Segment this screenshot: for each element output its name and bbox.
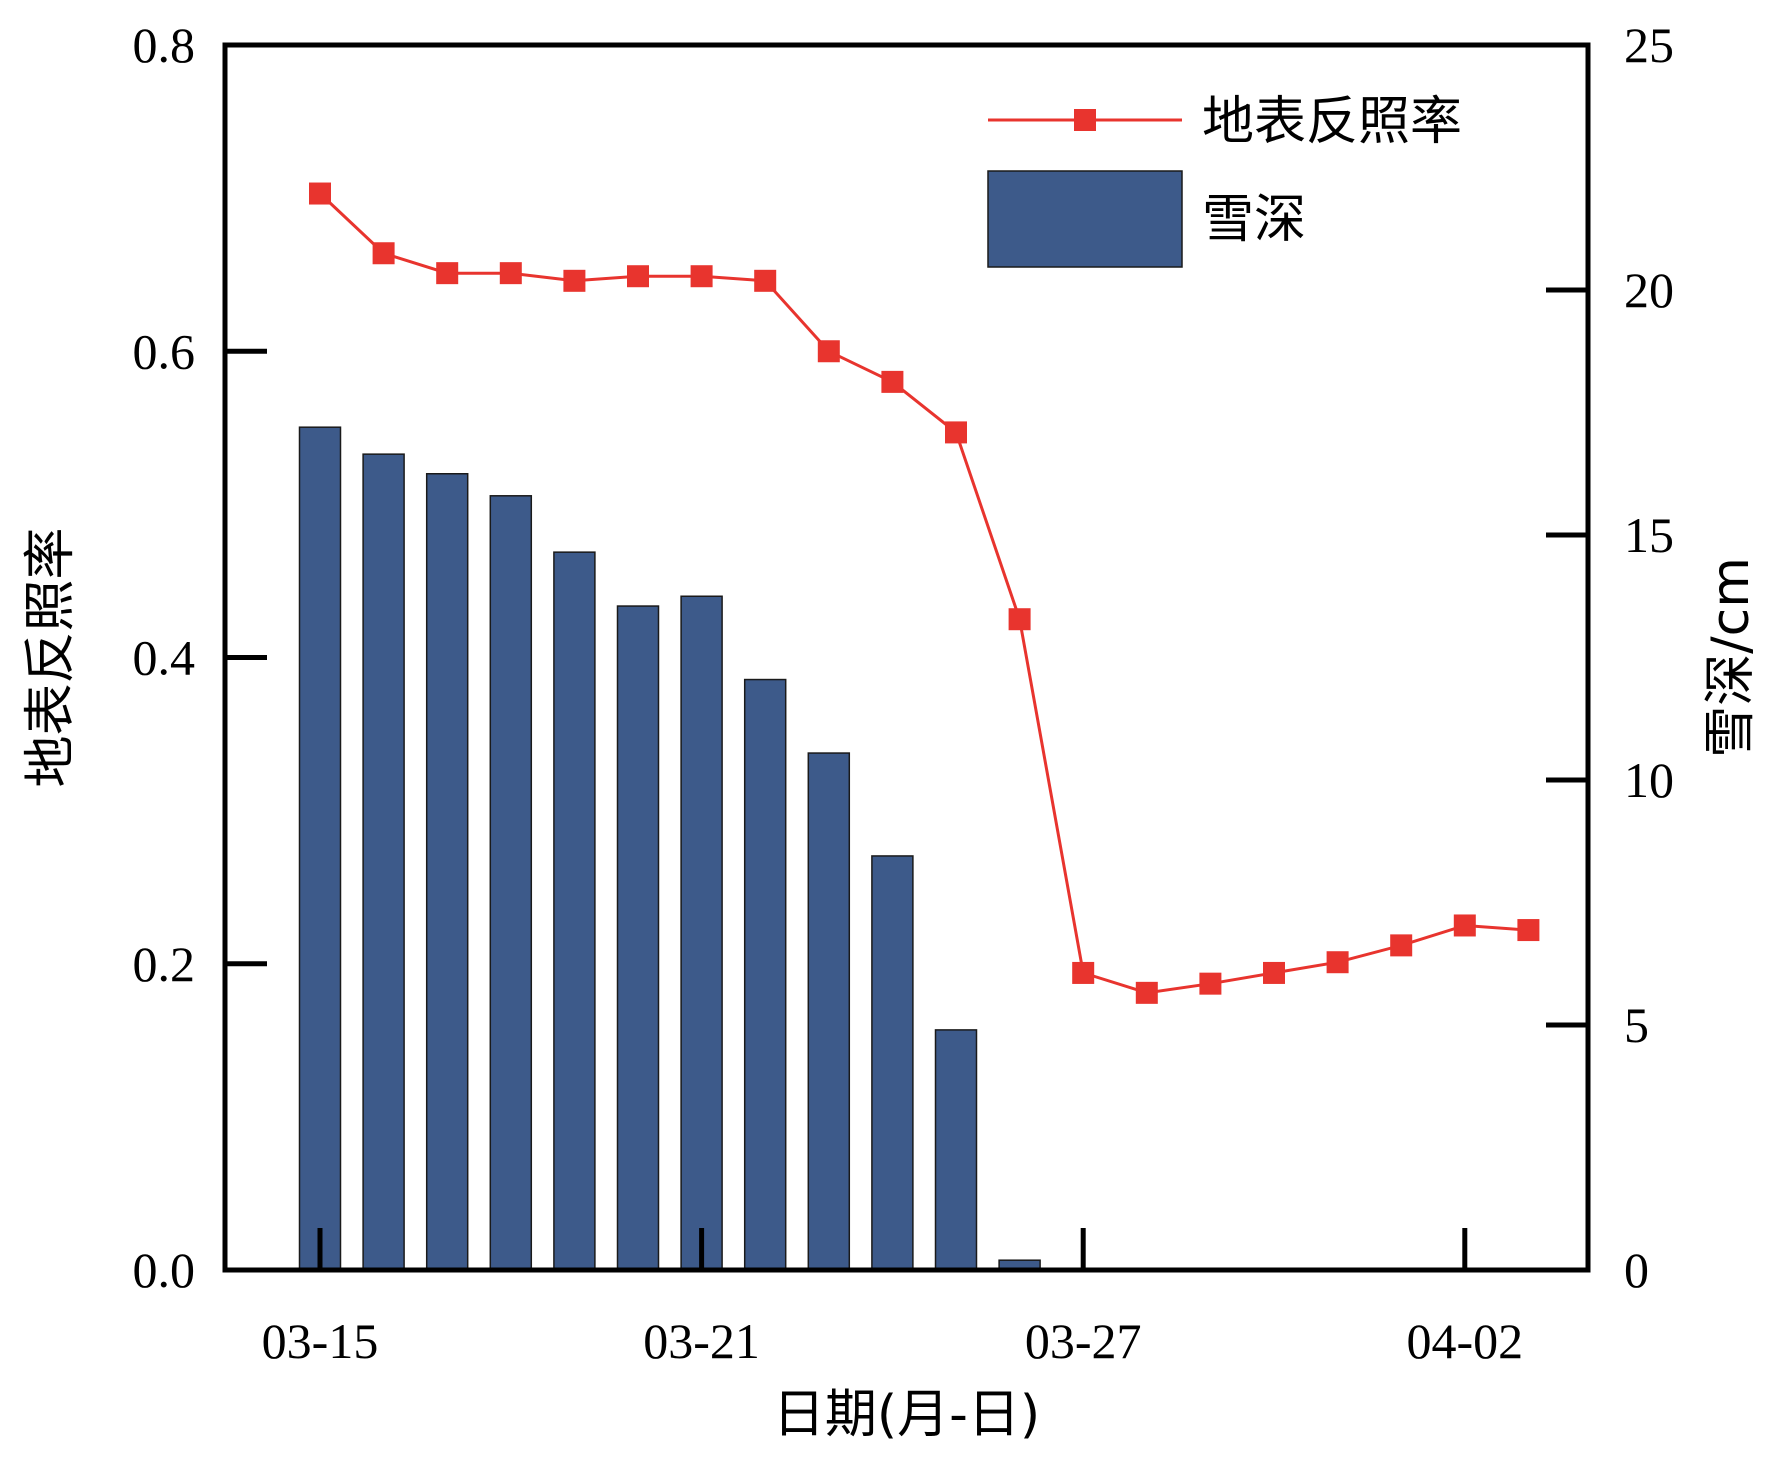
right-y-tick-label: 15 [1624,507,1674,563]
snow-depth-bar-03-25 [934,1029,978,1271]
albedo-point-03-20 [627,265,649,288]
albedo-point-04-02 [1453,914,1476,937]
albedo-point-04-01 [1390,934,1413,957]
legend-albedo-label: 地表反照率 [1202,92,1462,152]
snow-depth-bar-03-20 [616,605,660,1271]
axes: 0.0 0.2 0.4 0.6 0.8 0 5 10 15 20 25 03-15 03-21 03-27… [133,17,1675,1369]
snow-depth-bar-03-17 [425,473,469,1271]
albedo-point-03-30 [1263,961,1285,984]
legend-snow-depth-label: 雪深 [1202,190,1306,250]
albedo-point-03-21 [690,265,713,288]
left-y-tick-label: 0.8 [133,17,196,73]
albedo-point-03-23 [817,340,840,363]
albedo-point-03-31 [1326,951,1349,974]
x-axis-title: 日期(月-日) [773,1385,1040,1445]
legend: 地表反照率 雪深 [987,92,1462,268]
albedo-point-03-16 [372,242,395,265]
left-y-axis-title: 地表反照率 [21,527,81,787]
snow-depth-bar-03-16 [362,453,405,1271]
snow-depth-bars [298,426,1041,1271]
snow-depth-bar-03-22 [743,678,787,1271]
albedo-point-03-24 [881,370,904,393]
albedo-point-03-28 [1135,981,1158,1004]
right-y-tick-label: 10 [1624,752,1674,808]
right-y-tick-label: 0 [1624,1242,1649,1298]
x-tick-label: 03-15 [262,1313,379,1369]
albedo-point-03-26 [1008,608,1031,631]
albedo-point-03-19 [563,269,586,292]
right-y-axis-title: 雪深/cm [1701,557,1761,758]
albedo-line-series [309,182,1540,1004]
right-y-tick-label: 5 [1624,997,1649,1053]
snow-depth-bar-03-15 [298,426,342,1271]
right-y-tick-label: 25 [1624,17,1674,73]
albedo-point-03-29 [1199,972,1222,995]
albedo-point-03-25 [945,421,967,444]
albedo-point-04-03 [1517,919,1540,942]
left-y-tick-label: 0.0 [133,1242,196,1298]
snow-depth-bar-03-24 [871,855,914,1271]
snow-depth-bar-03-21 [680,595,723,1271]
legend-albedo-marker-swatch [1074,109,1096,131]
snow-depth-bar-03-23 [807,752,851,1271]
left-y-tick-label: 0.6 [133,323,196,379]
snow-depth-bar-03-19 [553,551,596,1271]
snow-depth-bar-03-18 [489,495,533,1271]
albedo-point-03-22 [754,269,777,292]
albedo-point-03-27 [1072,961,1095,984]
left-y-tick-label: 0.4 [133,630,196,686]
left-y-tick-label: 0.2 [133,936,196,992]
right-y-tick-label: 20 [1624,262,1674,318]
albedo-point-03-15 [309,182,331,205]
x-tick-label: 03-21 [643,1313,760,1369]
x-tick-label: 04-02 [1406,1313,1523,1369]
albedo-point-03-17 [436,262,459,285]
legend-snow-depth-swatch [987,170,1183,268]
x-tick-label: 03-27 [1025,1313,1142,1369]
albedo-point-03-18 [499,262,522,285]
